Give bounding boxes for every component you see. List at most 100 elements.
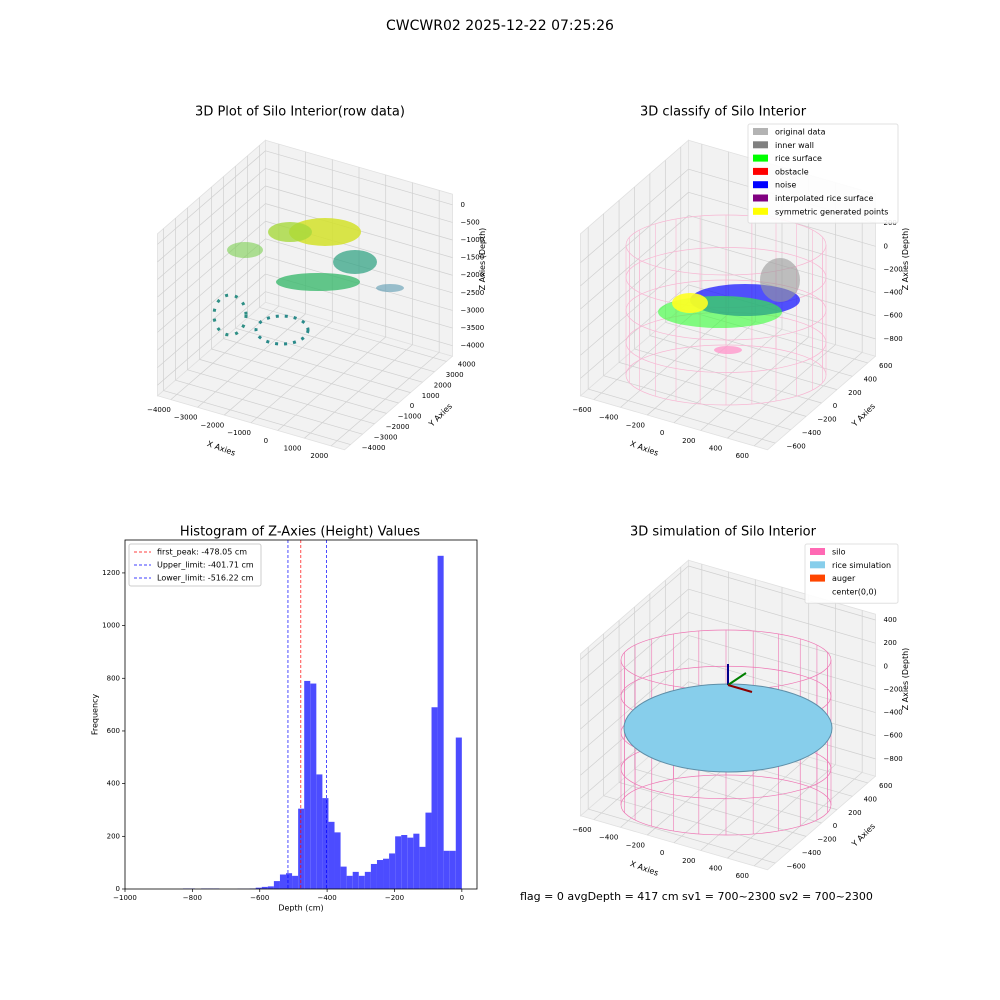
panel-decoration [620, 629, 833, 836]
bar [425, 812, 432, 889]
x-tick-label: −4000 [147, 406, 171, 414]
legend-swatch [810, 574, 825, 582]
decoration [727, 684, 753, 693]
legend-label: rice surface [775, 154, 822, 163]
legend-swatch [753, 194, 768, 202]
z-tick-label: 400 [884, 616, 897, 624]
x-axis-label: Depth (cm) [278, 904, 323, 913]
grid-line [157, 168, 266, 263]
y-tick-label: −400 [802, 429, 821, 437]
x-tick-label: −400 [317, 894, 336, 902]
grid-line [580, 565, 689, 660]
z-tick-label: −800 [884, 335, 903, 343]
z-tick-label: −500 [461, 218, 480, 226]
decoration [268, 222, 312, 242]
grid-line [223, 338, 411, 393]
y-tick-label: 4000 [458, 361, 476, 369]
grid-line [588, 388, 776, 444]
grid-line [163, 390, 351, 445]
bar [267, 886, 274, 889]
decoration [672, 293, 708, 313]
grid-line [199, 359, 387, 414]
decoration [227, 242, 263, 258]
y-tick-label: 1000 [102, 622, 120, 630]
bar [443, 850, 450, 889]
z-tick-label: −400 [884, 289, 903, 297]
chart-title: 3D simulation of Silo Interior [630, 525, 817, 540]
y-tick-label: 0 [833, 402, 837, 410]
x-tick-label: −600 [572, 826, 591, 834]
chart-title: Histogram of Z-Axies (Height) Values [180, 525, 420, 540]
grid-line [157, 203, 266, 298]
grid-line [688, 611, 876, 667]
panel-decoration [212, 218, 404, 346]
figure-title: CWCWR02 2025-12-22 07:25:26 [386, 18, 614, 34]
legend-swatch [810, 587, 825, 595]
bar [286, 873, 293, 889]
x-tick-label: 200 [682, 437, 695, 445]
bar [316, 774, 323, 889]
z-tick-label: −200 [884, 265, 903, 273]
bar [401, 835, 408, 889]
bar [273, 881, 280, 889]
legend-swatch [753, 141, 768, 149]
x-tick-label: −1000 [227, 429, 251, 437]
grid-line [634, 348, 822, 404]
z-tick-label: −1500 [461, 254, 485, 262]
y-tick-label: 1000 [422, 392, 440, 400]
z-axis-label: Z Axies (Depth) [901, 648, 910, 711]
bar [358, 875, 365, 889]
x-tick-label: 0 [660, 849, 664, 857]
bar [364, 871, 371, 889]
grid-line [580, 215, 689, 310]
z-tick-label: 0 [884, 242, 888, 250]
bar [413, 833, 420, 889]
decoration [714, 346, 742, 354]
z-tick-label: −800 [884, 755, 903, 763]
bar [383, 858, 390, 889]
legend-box [804, 543, 899, 604]
z-axis-label: Z Axies (Depth) [901, 228, 910, 291]
x-tick-label: 400 [709, 444, 722, 452]
y-tick-label: −600 [786, 442, 805, 450]
y-tick-label: −1000 [398, 413, 422, 421]
bar [298, 808, 305, 889]
chart-title: 3D classify of Silo Interior [640, 105, 807, 120]
x-tick-label: 400 [709, 864, 722, 872]
decoration [254, 314, 310, 346]
bar [304, 680, 311, 889]
decoration [760, 258, 800, 302]
x-tick-label: 0 [660, 429, 664, 437]
z-tick-label: −4000 [461, 342, 485, 350]
grid-line [688, 565, 876, 621]
y-axis-label: Frequency [91, 694, 100, 736]
grid-line [580, 658, 689, 753]
y-tick-label: 200 [848, 809, 861, 817]
x-tick-label: −2000 [201, 421, 225, 429]
grid-line [211, 348, 399, 404]
y-tick-label: 200 [107, 832, 120, 840]
x-tick-label: −400 [599, 834, 618, 842]
grid-line [247, 317, 435, 373]
x-tick-label: −600 [572, 406, 591, 414]
bar [352, 871, 359, 889]
grid-line [157, 291, 266, 386]
decoration [289, 218, 361, 246]
x-tick-label: 1000 [284, 444, 302, 452]
decoration [623, 683, 833, 773]
decoration [276, 273, 360, 291]
z-tick-label: −600 [884, 312, 903, 320]
y-tick-label: −2000 [386, 423, 410, 431]
grid-line [259, 307, 447, 362]
grid-line [580, 238, 689, 333]
bar [279, 874, 287, 889]
grid-line [175, 379, 363, 435]
grid-line [688, 215, 876, 270]
x-tick-label: −600 [250, 894, 269, 902]
legend-label: center(0,0) [832, 587, 877, 596]
grid-line [580, 588, 689, 683]
y-tick-label: 600 [879, 362, 892, 370]
y-tick-label: −400 [802, 849, 821, 857]
grid-line [649, 335, 838, 390]
grid-line [580, 284, 689, 379]
